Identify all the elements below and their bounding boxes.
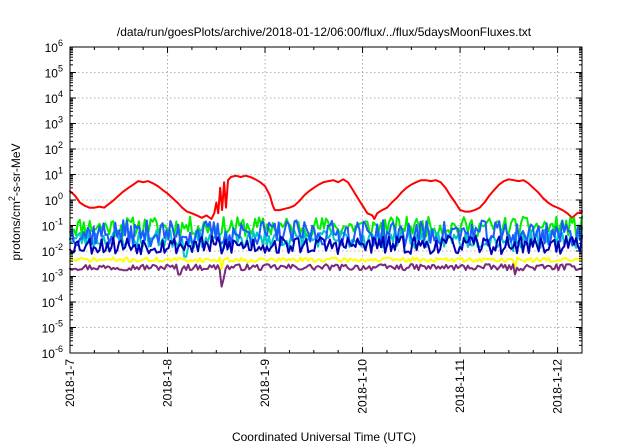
series-line-6 bbox=[69, 256, 583, 270]
series-line-1 bbox=[69, 174, 583, 220]
y-tick-label: 10-3 bbox=[42, 268, 63, 285]
x-tick-label: 2018-1-11 bbox=[453, 359, 467, 413]
x-tick-label: 2018-1-12 bbox=[551, 359, 565, 414]
y-tick-label: 10-6 bbox=[42, 344, 63, 361]
y-axis-label: protons/cm2-s-sr-MeV bbox=[7, 143, 23, 260]
y-tick-labels: 10-6 10-5 10-4 10-3 10-2 10-1 100 101 102 103 104 1… bbox=[42, 38, 63, 361]
chart-title: /data/run/goesPlots/archive/2018-01-12/0… bbox=[117, 25, 532, 39]
y-tick-label: 104 bbox=[45, 89, 63, 106]
x-tick-label: 2018-1-9 bbox=[258, 359, 272, 407]
series-layer bbox=[69, 174, 583, 288]
y-tick-label: 100 bbox=[45, 191, 63, 208]
x-tick-label: 2018-1-7 bbox=[63, 359, 77, 407]
y-tick-label: 10-2 bbox=[42, 242, 63, 259]
series-line-4 bbox=[69, 219, 583, 248]
y-tick-label: 10-5 bbox=[42, 319, 63, 336]
y-tick-label: 103 bbox=[45, 115, 63, 132]
y-tick-label: 10-4 bbox=[42, 293, 63, 310]
x-axis-label: Coordinated Universal Time (UTC) bbox=[232, 430, 416, 444]
y-tick-label: 105 bbox=[45, 64, 63, 81]
y-tick-label: 101 bbox=[45, 166, 63, 183]
series-line-5 bbox=[69, 235, 583, 256]
series-line-7 bbox=[69, 263, 583, 288]
grid bbox=[70, 47, 582, 353]
x-tick-labels: 2018-1-7 2018-1-8 2018-1-9 2018-1-10 2018-1-… bbox=[63, 359, 565, 414]
series-line-2 bbox=[69, 215, 583, 238]
ticks bbox=[69, 46, 582, 354]
y-tick-label: 102 bbox=[45, 140, 63, 157]
y-tick-label: 10-1 bbox=[42, 217, 63, 234]
x-tick-label: 2018-1-10 bbox=[356, 359, 370, 414]
y-tick-label: 106 bbox=[45, 38, 63, 55]
x-tick-label: 2018-1-8 bbox=[161, 359, 175, 407]
